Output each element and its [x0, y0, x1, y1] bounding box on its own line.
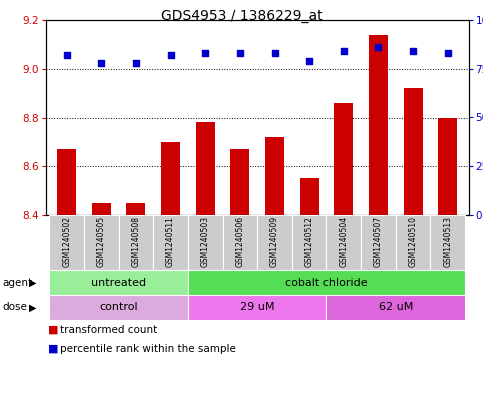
Bar: [430, 215, 465, 270]
Text: GSM1240509: GSM1240509: [270, 216, 279, 267]
Text: cobalt chloride: cobalt chloride: [285, 277, 368, 288]
Text: dose: dose: [2, 303, 28, 312]
Text: GSM1240511: GSM1240511: [166, 216, 175, 267]
Point: [340, 48, 348, 54]
Point: [98, 60, 105, 66]
Bar: [257, 215, 292, 270]
Bar: [369, 35, 388, 215]
Point: [63, 52, 71, 58]
Text: GDS4953 / 1386229_at: GDS4953 / 1386229_at: [161, 9, 322, 23]
Text: 29 uM: 29 uM: [240, 303, 274, 312]
Text: GSM1240512: GSM1240512: [305, 216, 313, 267]
Bar: [92, 203, 111, 215]
Point: [409, 48, 417, 54]
Text: GSM1240502: GSM1240502: [62, 216, 71, 267]
Bar: [153, 215, 188, 270]
Point: [270, 50, 278, 56]
Bar: [265, 137, 284, 215]
Text: GSM1240507: GSM1240507: [374, 216, 383, 267]
Bar: [361, 215, 396, 270]
Bar: [188, 295, 327, 320]
Bar: [188, 270, 465, 295]
Text: GSM1240503: GSM1240503: [201, 216, 210, 267]
Bar: [327, 295, 465, 320]
Text: 62 uM: 62 uM: [379, 303, 413, 312]
Point: [201, 50, 209, 56]
Bar: [299, 178, 319, 215]
Text: GSM1240504: GSM1240504: [339, 216, 348, 267]
Text: GSM1240513: GSM1240513: [443, 216, 452, 267]
Bar: [127, 203, 145, 215]
Bar: [49, 270, 188, 295]
Bar: [49, 215, 84, 270]
Text: untreated: untreated: [91, 277, 146, 288]
Point: [167, 52, 174, 58]
Text: ▶: ▶: [29, 303, 37, 312]
Bar: [49, 295, 188, 320]
Text: ■: ■: [48, 325, 59, 335]
Bar: [188, 215, 223, 270]
Text: transformed count: transformed count: [60, 325, 157, 335]
Bar: [230, 149, 249, 215]
Bar: [334, 103, 354, 215]
Text: control: control: [99, 303, 138, 312]
Bar: [196, 122, 215, 215]
Text: GSM1240505: GSM1240505: [97, 216, 106, 267]
Bar: [161, 142, 180, 215]
Text: percentile rank within the sample: percentile rank within the sample: [60, 344, 236, 354]
Text: agent: agent: [2, 277, 32, 288]
Bar: [119, 215, 153, 270]
Bar: [327, 215, 361, 270]
Bar: [223, 215, 257, 270]
Bar: [438, 118, 457, 215]
Text: ▶: ▶: [29, 277, 37, 288]
Point: [132, 60, 140, 66]
Bar: [404, 88, 423, 215]
Point: [305, 58, 313, 64]
Point: [444, 50, 452, 56]
Bar: [57, 149, 76, 215]
Bar: [292, 215, 327, 270]
Text: GSM1240506: GSM1240506: [235, 216, 244, 267]
Point: [236, 50, 244, 56]
Bar: [396, 215, 430, 270]
Bar: [84, 215, 119, 270]
Text: GSM1240508: GSM1240508: [131, 216, 141, 267]
Text: GSM1240510: GSM1240510: [409, 216, 418, 267]
Point: [375, 44, 383, 50]
Text: ■: ■: [48, 344, 59, 354]
